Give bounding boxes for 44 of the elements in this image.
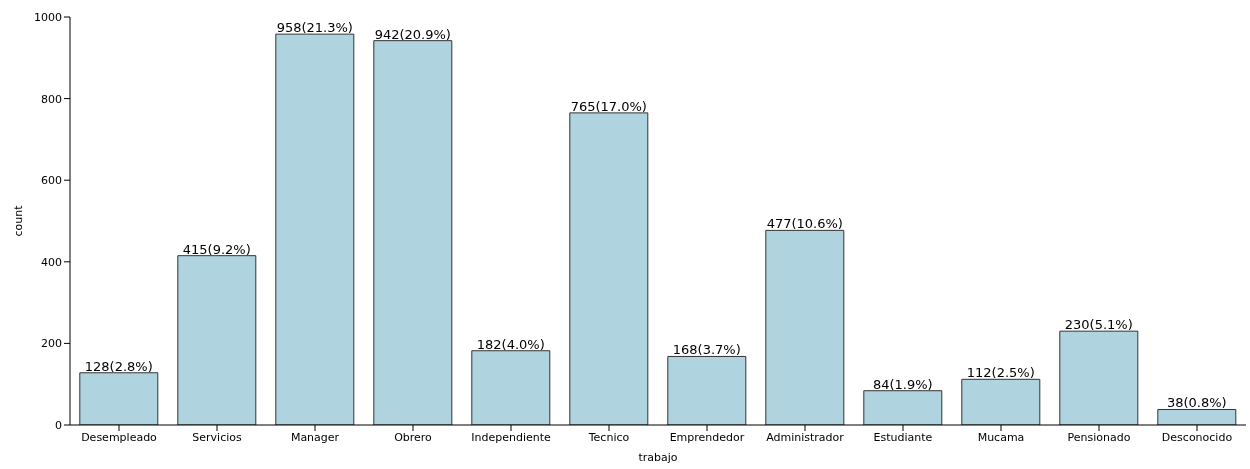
x-tick-label: Obrero xyxy=(394,430,433,444)
bar xyxy=(961,378,1041,425)
data-label: 958(21.3%) xyxy=(276,20,353,36)
bar xyxy=(569,112,649,425)
x-tick-label: Servicios xyxy=(192,430,242,444)
bar xyxy=(1157,409,1237,425)
bar xyxy=(765,229,845,425)
bar xyxy=(667,355,747,425)
x-tick-label: Emprendedor xyxy=(669,430,745,444)
data-label: 84(1.9%) xyxy=(872,376,933,392)
data-label: 942(20.9%) xyxy=(374,26,451,42)
x-tick-label: Manager xyxy=(290,430,340,444)
data-label: 182(4.0%) xyxy=(476,336,545,352)
y-tick-label: 0 xyxy=(55,418,62,432)
bar xyxy=(79,372,159,425)
y-tick-label: 600 xyxy=(41,174,62,188)
x-tick-label: Estudiante xyxy=(873,430,933,444)
x-tick-label: Independiente xyxy=(471,430,551,444)
y-axis-title: count xyxy=(11,204,25,237)
data-label: 38(0.8%) xyxy=(1166,395,1227,411)
bar xyxy=(275,33,355,425)
bar xyxy=(471,350,551,425)
x-tick-label: Pensionado xyxy=(1067,430,1131,444)
data-label: 477(10.6%) xyxy=(766,216,843,232)
x-tick-label: Desconocido xyxy=(1161,430,1233,444)
data-label: 128(2.8%) xyxy=(84,358,153,374)
x-tick-label: Administrador xyxy=(766,430,845,444)
x-tick-label: Tecnico xyxy=(587,430,630,444)
bar xyxy=(373,40,453,425)
bar xyxy=(863,390,943,425)
data-label: 230(5.1%) xyxy=(1064,317,1133,333)
data-label: 765(17.0%) xyxy=(570,98,647,114)
data-label: 112(2.5%) xyxy=(966,365,1035,381)
y-tick-label: 800 xyxy=(41,92,62,106)
y-tick-label: 1000 xyxy=(34,10,62,24)
x-tick-label: Desempleado xyxy=(81,430,158,444)
x-axis-title: trabajo xyxy=(638,451,678,464)
bar xyxy=(177,255,257,425)
x-tick-label: Mucama xyxy=(977,430,1025,444)
y-tick-label: 400 xyxy=(41,255,62,269)
y-tick-label: 200 xyxy=(41,337,62,351)
data-label: 415(9.2%) xyxy=(182,241,251,257)
bar xyxy=(1059,330,1139,425)
data-label: 168(3.7%) xyxy=(672,342,741,358)
